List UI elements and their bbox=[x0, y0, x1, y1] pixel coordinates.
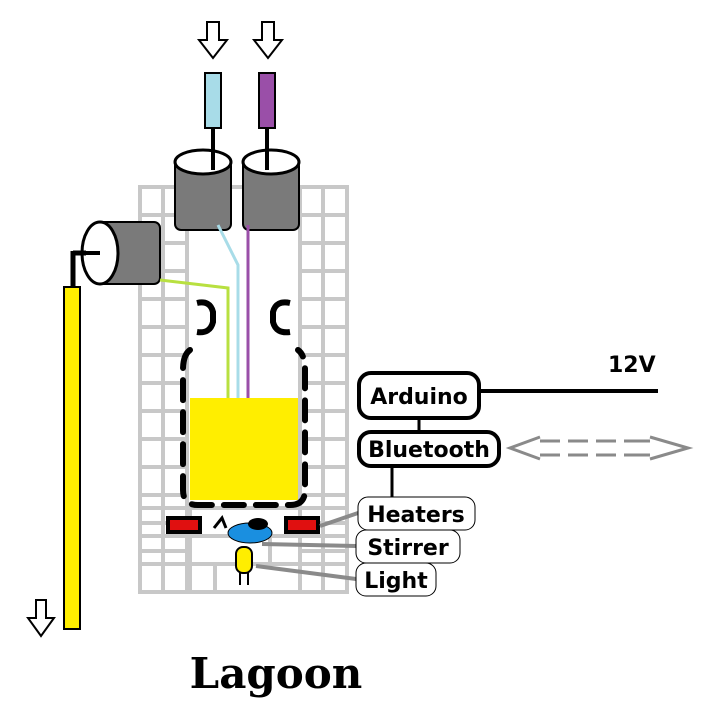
heaters-label: Heaters bbox=[367, 503, 465, 528]
culture-liquid bbox=[190, 398, 298, 500]
lagoon-vessel bbox=[180, 347, 308, 508]
heater-left bbox=[166, 516, 202, 534]
inflow-cap-left bbox=[173, 148, 233, 231]
inflow-tube-purple bbox=[258, 72, 276, 129]
heater-right bbox=[284, 516, 320, 534]
bluetooth-box bbox=[357, 430, 501, 468]
light-label: Light bbox=[364, 569, 428, 594]
inflow-line-blue bbox=[216, 224, 240, 398]
wireless-arrow bbox=[505, 435, 694, 461]
light-label-box bbox=[355, 562, 437, 597]
inflow-arrow-left bbox=[196, 21, 230, 60]
inflow-tube-blue bbox=[204, 72, 222, 129]
outflow-tube-yellow bbox=[63, 286, 81, 630]
arduino-label: Arduino bbox=[370, 385, 468, 410]
stirrer-bar bbox=[248, 518, 268, 530]
light-bulb bbox=[235, 546, 253, 585]
outflow-arrow bbox=[26, 599, 56, 638]
stirrer-label: Stirrer bbox=[367, 536, 449, 561]
inflow-arrow-right bbox=[251, 21, 285, 60]
bluetooth-label: Bluetooth bbox=[368, 438, 490, 463]
power-label: 12V bbox=[608, 353, 656, 378]
outflow-line-green bbox=[159, 278, 230, 398]
diagram-title: Lagoon bbox=[190, 649, 363, 698]
inflow-cap-right bbox=[241, 148, 301, 231]
outflow-cap bbox=[80, 220, 161, 286]
